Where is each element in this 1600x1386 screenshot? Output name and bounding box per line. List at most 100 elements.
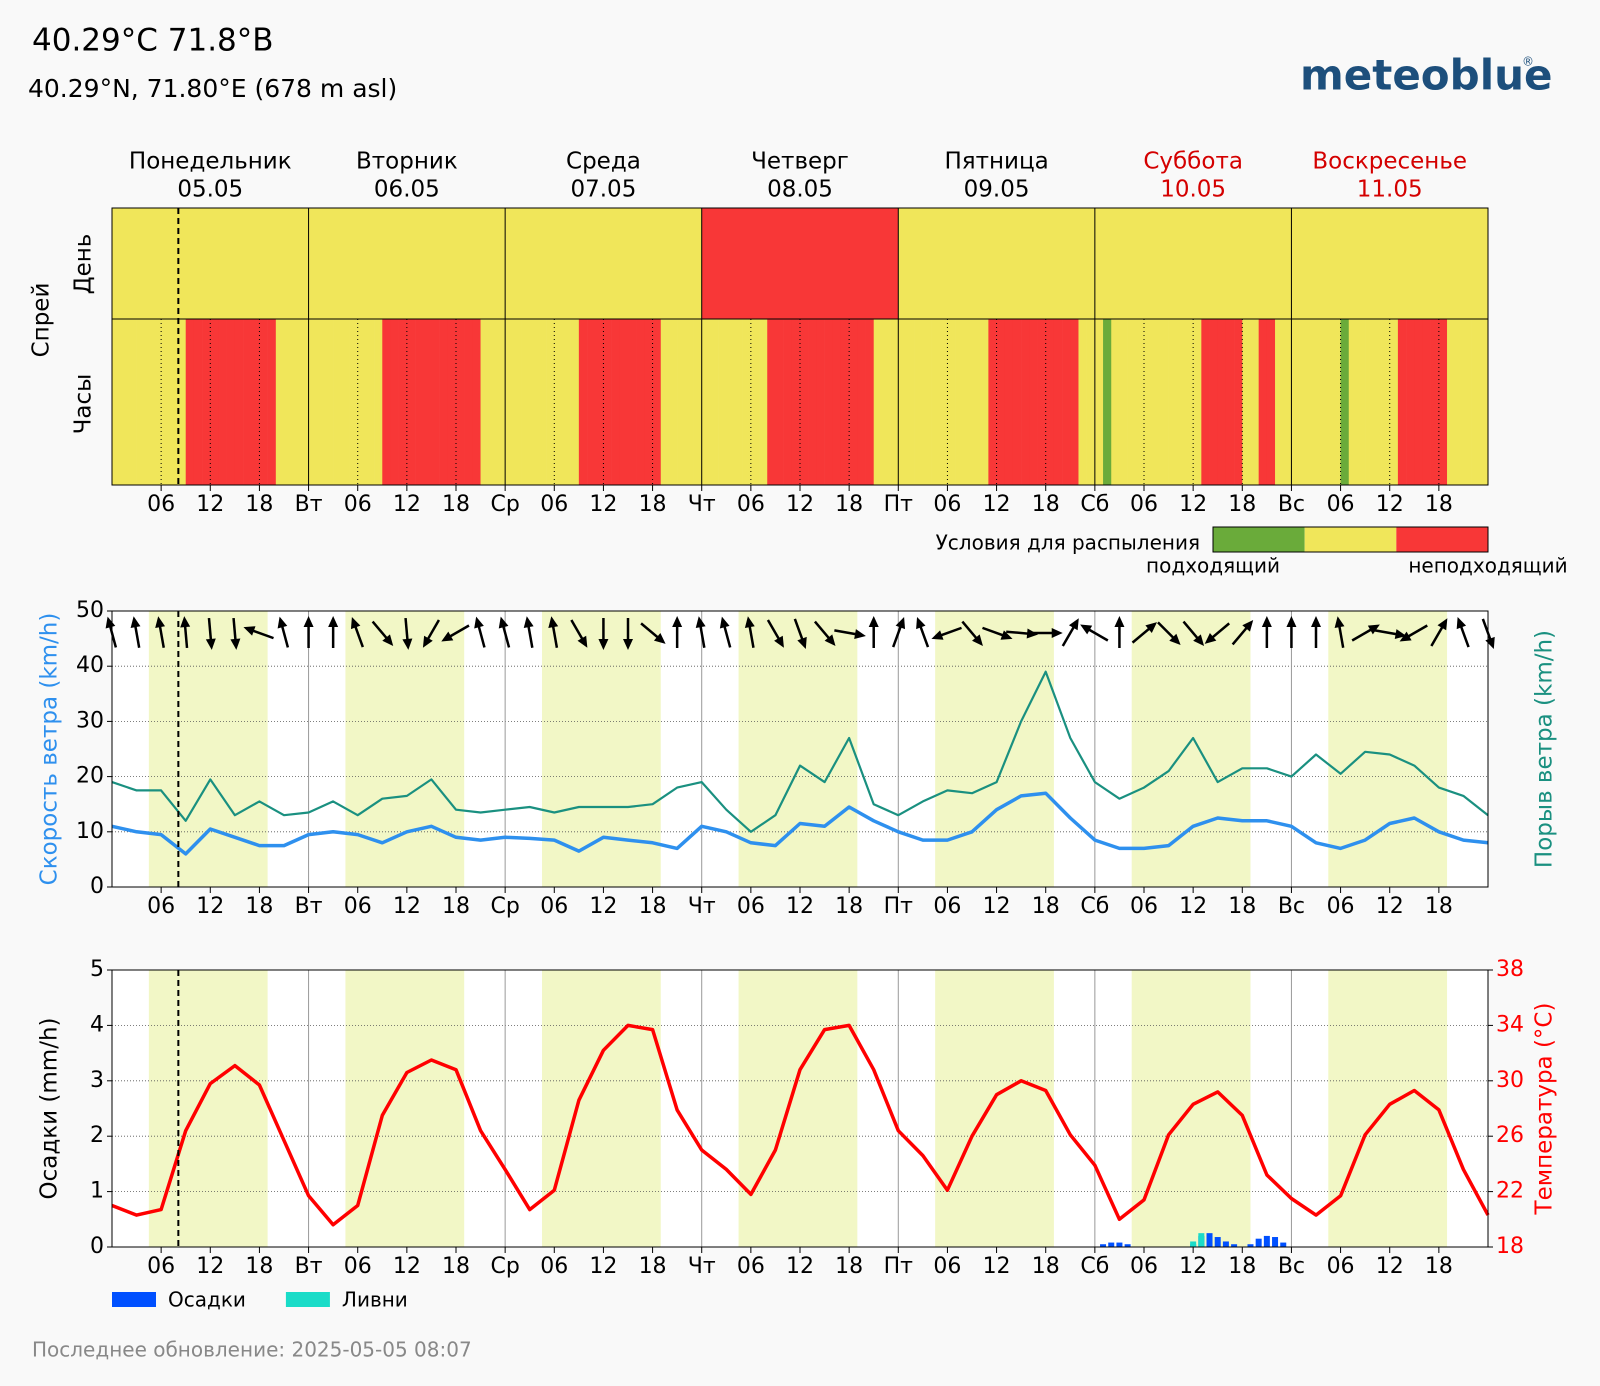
- x-tick-label: 06: [933, 492, 961, 517]
- wind-arrow: [402, 617, 413, 650]
- arrow-head: [972, 634, 983, 647]
- hour-cell: [128, 319, 137, 485]
- wind-arrow: [916, 617, 930, 648]
- arrow-head: [243, 626, 256, 636]
- hour-cell: [578, 319, 588, 485]
- hour-cell: [1012, 319, 1022, 485]
- y2-tick-label: 38: [1496, 957, 1524, 982]
- x-tick-label: 18: [639, 1254, 667, 1279]
- wind-arrow: [695, 616, 706, 648]
- hour-cell: [767, 319, 776, 485]
- hour-cell: [316, 319, 326, 485]
- y-tick-label: 1: [90, 1179, 104, 1204]
- wind-arrow: [1030, 628, 1063, 638]
- x-tick-label: 12: [1376, 1254, 1404, 1279]
- arrow-head: [672, 616, 683, 627]
- y-tick-label: 20: [76, 764, 104, 789]
- hour-cell: [1021, 319, 1030, 485]
- arrow-shaft: [1061, 625, 1076, 647]
- hour-cell: [939, 319, 948, 485]
- hour-cell: [1447, 319, 1456, 485]
- wind-arrow: [1286, 616, 1297, 648]
- wind-arrow: [230, 617, 241, 650]
- hour-cell: [718, 319, 727, 485]
- hour-cell: [1103, 319, 1112, 485]
- panel-border: [111, 969, 1489, 1248]
- hour-cell: [251, 319, 260, 485]
- legend-swatch: [1304, 527, 1397, 552]
- axis-label: Часы: [71, 374, 97, 435]
- hour-cell: [177, 319, 187, 485]
- legend-swatch: [285, 1292, 330, 1307]
- hour-cell: [1242, 319, 1251, 485]
- x-tick-label: 06: [1327, 492, 1355, 517]
- logo-mark: ®: [1522, 55, 1534, 69]
- hour-cell: [169, 319, 178, 485]
- hour-cell: [947, 319, 956, 485]
- wind-arrow: [640, 622, 666, 644]
- arrow-head: [1242, 619, 1254, 632]
- wind-arrow: [982, 626, 1013, 640]
- x-tick-label: Пт: [884, 894, 914, 919]
- hour-cell: [243, 319, 252, 485]
- hour-cell: [456, 319, 465, 485]
- wind-arrow: [548, 616, 559, 648]
- hour-cell: [1258, 319, 1268, 485]
- hour-cell: [1373, 319, 1382, 485]
- hour-cell: [1250, 319, 1259, 485]
- arrow-head: [1080, 624, 1093, 635]
- x-tick-label: 18: [1228, 894, 1256, 919]
- hour-cell: [472, 319, 481, 485]
- arrow-shaft: [251, 629, 274, 640]
- daylight: [148, 611, 268, 887]
- arrow-head: [916, 617, 926, 630]
- hour-cell: [226, 319, 236, 485]
- wind-arrow: [793, 618, 807, 649]
- y2-tick-label: 26: [1496, 1123, 1524, 1148]
- hour-cell: [759, 319, 768, 485]
- arrow-head: [1311, 616, 1321, 627]
- hour-cell: [1070, 319, 1079, 485]
- hour-cell: [161, 319, 170, 485]
- wind-arrow: [1204, 622, 1231, 644]
- arrow-shaft: [1430, 625, 1444, 647]
- day-cell: [505, 208, 702, 319]
- wind-arrow: [205, 617, 216, 650]
- axis-label: Спрей: [29, 283, 55, 358]
- x-tick-label: 06: [737, 1254, 765, 1279]
- arrow-shaft: [813, 620, 831, 640]
- daylight: [542, 611, 661, 887]
- x-tick-label: 06: [540, 492, 568, 517]
- x-tick-label: 12: [589, 492, 617, 517]
- y2-tick-label: 34: [1496, 1012, 1524, 1037]
- hour-cell: [275, 319, 285, 485]
- panel-border: [111, 610, 1489, 888]
- x-tick-label: Чт: [688, 1254, 716, 1279]
- hour-cell: [931, 319, 940, 485]
- axis-label: День: [71, 234, 97, 295]
- hour-cell: [865, 319, 875, 485]
- hour-cell: [783, 319, 793, 485]
- hour-cell: [505, 319, 514, 485]
- hour-cell: [562, 319, 571, 485]
- arrow-shaft: [1182, 620, 1200, 640]
- hour-cell: [210, 319, 219, 485]
- x-tick-label: 12: [196, 492, 224, 517]
- arrow-shaft: [1459, 625, 1470, 648]
- hour-cell: [603, 319, 612, 485]
- hour-cell: [1209, 319, 1219, 485]
- arrow-head: [205, 638, 216, 650]
- precip-bar: [1124, 1244, 1131, 1247]
- x-tick-label: Чт: [688, 894, 716, 919]
- arrow-shaft: [1406, 624, 1428, 639]
- x-tick-label: 18: [639, 492, 667, 517]
- x-tick-label: 06: [540, 1254, 568, 1279]
- arrow-shaft: [891, 625, 903, 648]
- x-tick-label: 06: [1327, 1254, 1355, 1279]
- hour-cell: [136, 319, 146, 485]
- hour-cell: [488, 319, 498, 485]
- hour-cell: [652, 319, 662, 485]
- x-tick-label: Сб: [1080, 1254, 1109, 1279]
- arrow-head: [577, 635, 588, 648]
- hour-cell: [1332, 319, 1341, 485]
